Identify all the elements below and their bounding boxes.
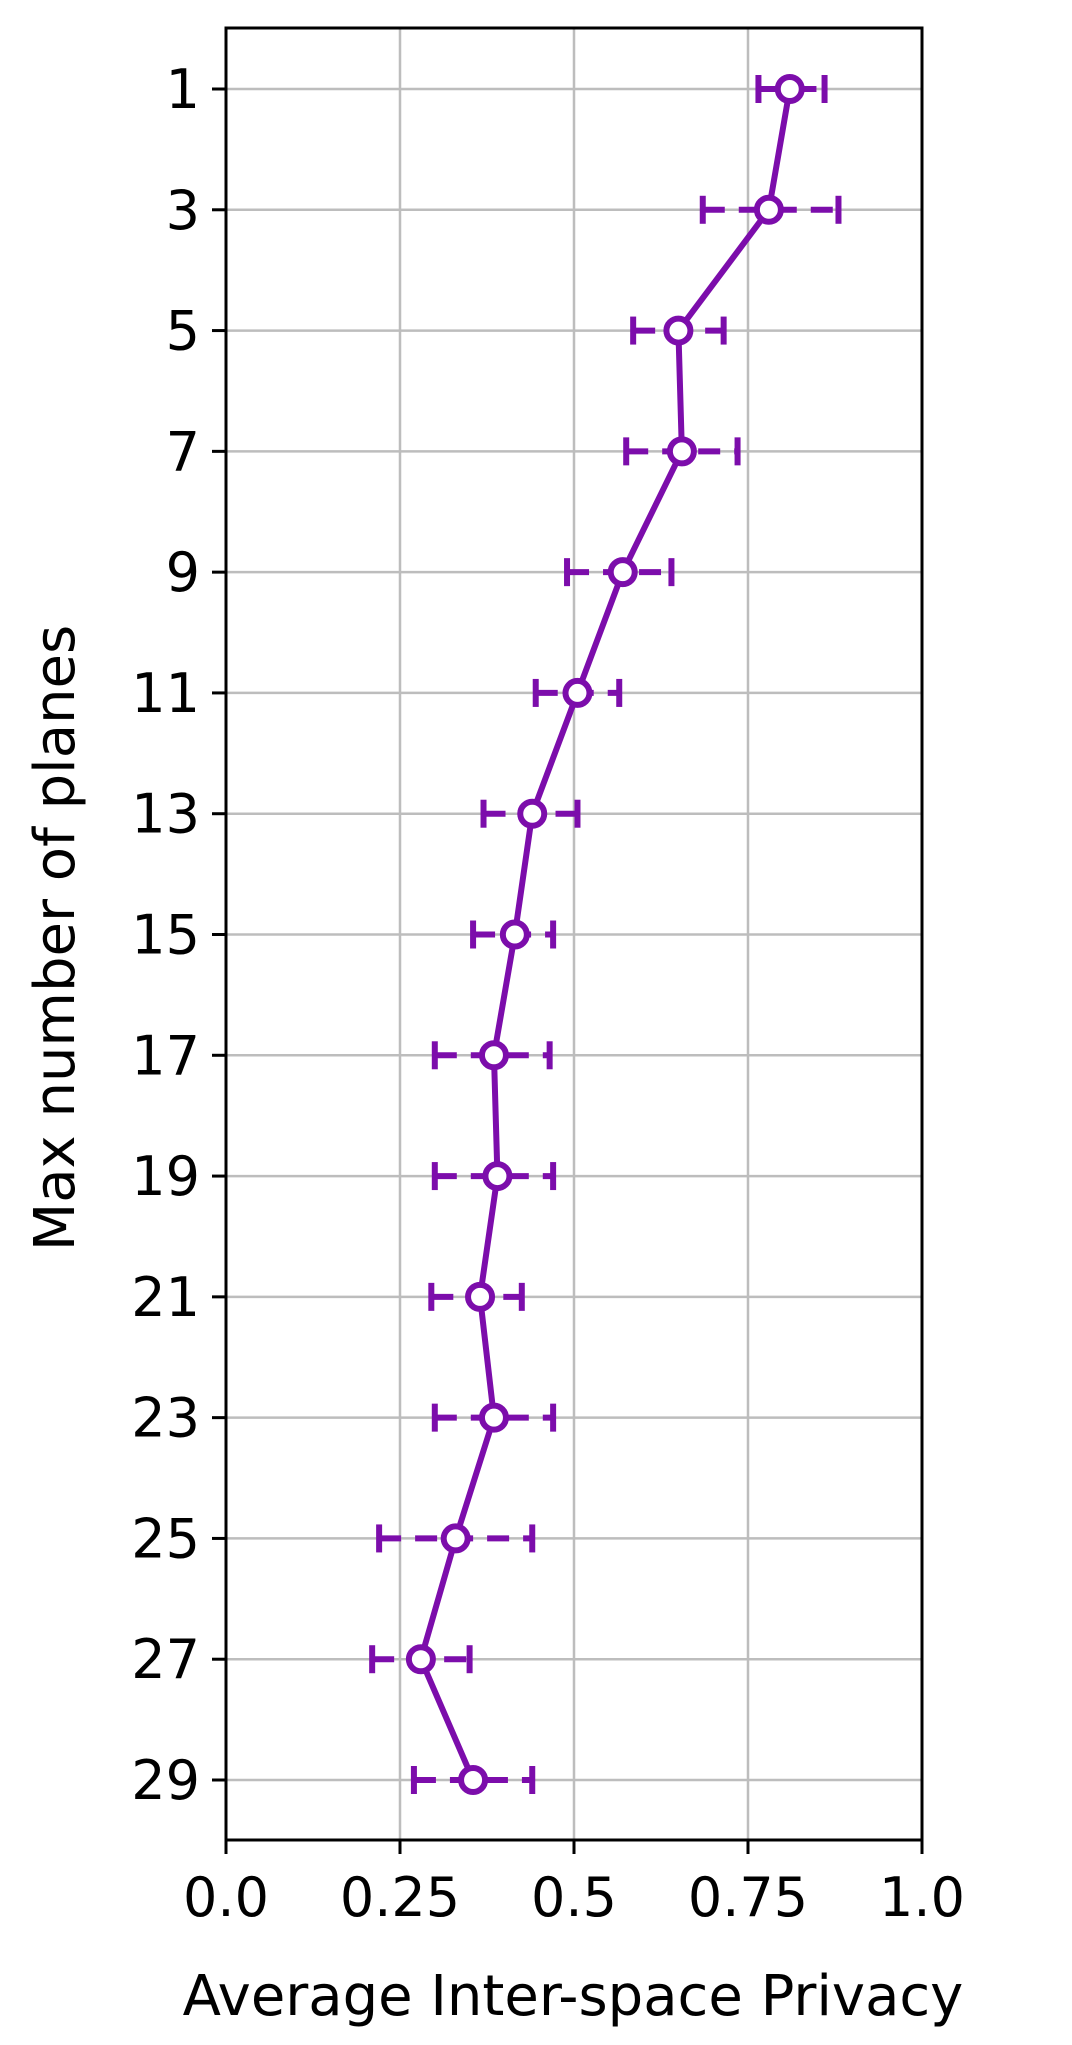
data-point <box>503 923 527 947</box>
y-tick-label: 29 <box>131 1749 200 1812</box>
y-tick-label: 15 <box>131 904 200 967</box>
x-tick-label: 0.25 <box>340 1866 460 1929</box>
y-tick-label: 7 <box>166 420 200 483</box>
data-point <box>670 439 694 463</box>
grid-lines <box>226 28 922 1840</box>
data-point <box>565 681 589 705</box>
y-tick-label: 17 <box>131 1024 200 1087</box>
x-tick-label: 1.0 <box>879 1866 965 1929</box>
data-point <box>468 1285 492 1309</box>
x-tick-label: 0.75 <box>688 1866 808 1929</box>
y-tick-label: 11 <box>131 662 200 725</box>
data-point <box>482 1043 506 1067</box>
y-axis-label: Max number of planes <box>23 625 88 1251</box>
x-tick-label: 0.5 <box>531 1866 617 1929</box>
y-tick-label: 13 <box>131 783 200 846</box>
data-point <box>757 198 781 222</box>
data-point <box>611 560 635 584</box>
data-point <box>444 1526 468 1550</box>
data-point <box>461 1768 485 1792</box>
axis-ticks: 0.0 0.25 0.5 0.75 1.013579111315171921232527… <box>131 58 965 1929</box>
y-tick-label: 19 <box>131 1145 200 1208</box>
data-point <box>778 77 802 101</box>
y-tick-label: 25 <box>131 1507 200 1570</box>
y-tick-label: 23 <box>131 1387 200 1450</box>
data-point <box>409 1647 433 1671</box>
y-tick-label: 27 <box>131 1628 200 1691</box>
y-tick-label: 3 <box>166 179 200 242</box>
x-axis-label: Average Inter-space Privacy <box>183 1964 964 2029</box>
data-point <box>666 319 690 343</box>
y-tick-label: 21 <box>131 1266 200 1329</box>
y-tick-label: 5 <box>166 300 200 363</box>
x-tick-label: 0.0 <box>183 1866 269 1929</box>
data-point <box>485 1164 509 1188</box>
data-point <box>520 802 544 826</box>
y-tick-label: 9 <box>166 541 200 604</box>
data-point <box>482 1406 506 1430</box>
y-tick-label: 1 <box>166 58 200 121</box>
